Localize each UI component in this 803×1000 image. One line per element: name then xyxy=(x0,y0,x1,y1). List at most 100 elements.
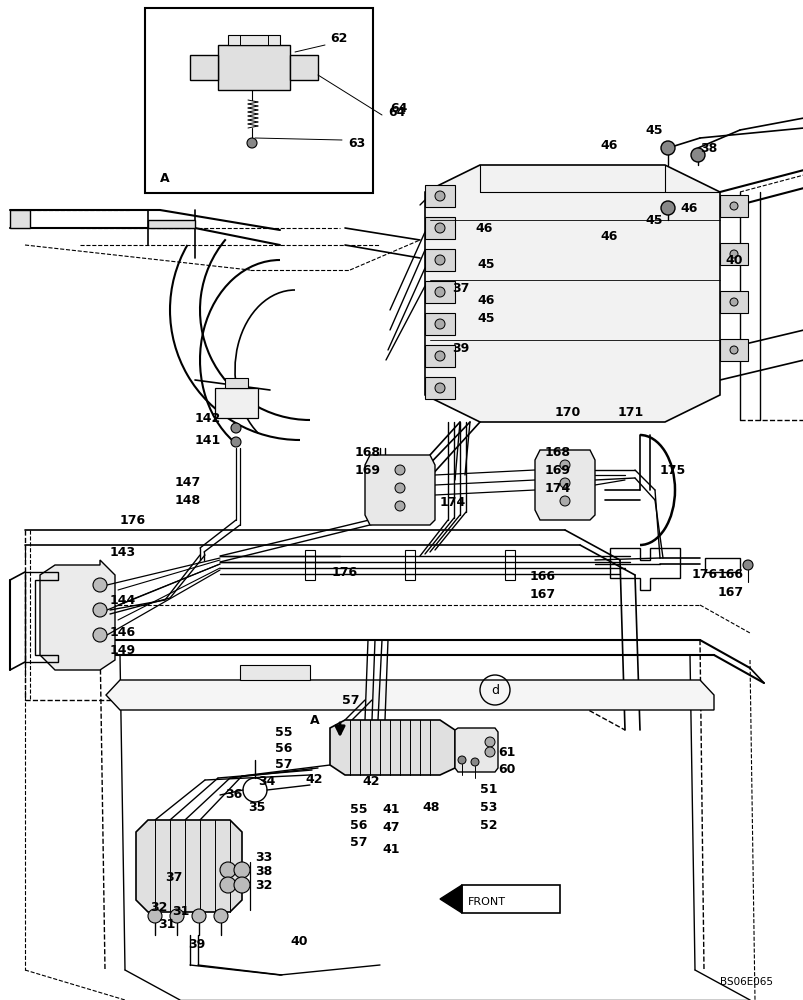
Polygon shape xyxy=(329,720,454,775)
Polygon shape xyxy=(719,339,747,361)
Text: 56: 56 xyxy=(349,819,367,832)
Polygon shape xyxy=(425,313,454,335)
Polygon shape xyxy=(425,281,454,303)
Circle shape xyxy=(434,383,444,393)
Text: 64: 64 xyxy=(389,102,407,115)
Polygon shape xyxy=(719,291,747,313)
Circle shape xyxy=(220,877,236,893)
Text: 53: 53 xyxy=(479,801,497,814)
Polygon shape xyxy=(439,885,462,913)
Text: 169: 169 xyxy=(355,464,381,477)
Circle shape xyxy=(93,603,107,617)
Circle shape xyxy=(484,737,495,747)
Text: 45: 45 xyxy=(644,124,662,137)
Circle shape xyxy=(434,287,444,297)
Circle shape xyxy=(434,319,444,329)
Text: 175: 175 xyxy=(659,464,686,477)
Text: 62: 62 xyxy=(329,32,347,45)
Circle shape xyxy=(434,191,444,201)
Polygon shape xyxy=(40,560,115,670)
Text: 46: 46 xyxy=(599,139,617,152)
Text: 61: 61 xyxy=(497,746,515,758)
Polygon shape xyxy=(719,195,747,217)
Text: 176: 176 xyxy=(120,514,146,526)
Text: d: d xyxy=(491,684,499,696)
Text: 63: 63 xyxy=(355,134,372,147)
Circle shape xyxy=(230,437,241,447)
Circle shape xyxy=(93,578,107,592)
Bar xyxy=(462,885,560,913)
Text: 144: 144 xyxy=(110,593,136,606)
Circle shape xyxy=(729,250,737,258)
Text: 42: 42 xyxy=(361,775,379,788)
Circle shape xyxy=(169,909,184,923)
Text: 55: 55 xyxy=(349,803,367,816)
Polygon shape xyxy=(425,249,454,271)
Polygon shape xyxy=(454,728,497,772)
Circle shape xyxy=(394,501,405,511)
Polygon shape xyxy=(214,388,258,418)
Circle shape xyxy=(484,747,495,757)
Polygon shape xyxy=(10,210,30,228)
Text: BS06E065: BS06E065 xyxy=(719,977,772,987)
Text: A: A xyxy=(160,172,169,185)
Circle shape xyxy=(560,460,569,470)
Text: 41: 41 xyxy=(381,803,399,816)
Text: 142: 142 xyxy=(195,412,221,424)
Text: 40: 40 xyxy=(724,253,742,266)
Text: FRONT: FRONT xyxy=(467,897,505,907)
Text: 57: 57 xyxy=(275,758,292,770)
Circle shape xyxy=(234,877,250,893)
Polygon shape xyxy=(290,55,318,80)
Text: 31: 31 xyxy=(172,905,190,918)
Text: 45: 45 xyxy=(644,214,662,227)
Polygon shape xyxy=(425,165,719,422)
Circle shape xyxy=(93,628,107,642)
Text: 169: 169 xyxy=(544,464,570,477)
Text: 176: 176 xyxy=(691,568,717,582)
Circle shape xyxy=(458,756,466,764)
Text: 170: 170 xyxy=(554,406,581,418)
Text: 168: 168 xyxy=(355,446,381,458)
Polygon shape xyxy=(136,820,242,912)
Text: 40: 40 xyxy=(290,935,307,948)
Circle shape xyxy=(729,202,737,210)
Polygon shape xyxy=(225,378,247,388)
Text: 48: 48 xyxy=(422,801,438,814)
Text: 141: 141 xyxy=(195,434,221,446)
Polygon shape xyxy=(534,450,594,520)
Text: 38: 38 xyxy=(255,865,272,878)
Text: 174: 174 xyxy=(544,482,571,494)
Text: 45: 45 xyxy=(476,312,494,324)
Text: 149: 149 xyxy=(110,644,136,656)
Text: 167: 167 xyxy=(717,586,744,599)
Polygon shape xyxy=(218,45,290,90)
Polygon shape xyxy=(228,35,279,45)
Text: 55: 55 xyxy=(275,726,292,738)
Text: 41: 41 xyxy=(381,843,399,856)
Circle shape xyxy=(394,465,405,475)
Text: 148: 148 xyxy=(175,493,201,506)
Text: 42: 42 xyxy=(304,773,322,786)
Text: 46: 46 xyxy=(476,294,494,306)
Text: 57: 57 xyxy=(349,836,367,849)
Circle shape xyxy=(394,483,405,493)
Polygon shape xyxy=(425,377,454,399)
Circle shape xyxy=(192,909,206,923)
Text: 57: 57 xyxy=(341,694,359,706)
Text: 38: 38 xyxy=(699,142,716,155)
Text: 32: 32 xyxy=(255,879,272,892)
Circle shape xyxy=(247,138,257,148)
Circle shape xyxy=(660,141,675,155)
Text: 47: 47 xyxy=(381,821,399,834)
Circle shape xyxy=(471,758,479,766)
Text: 52: 52 xyxy=(479,819,497,832)
Text: 174: 174 xyxy=(439,495,466,508)
Text: 64: 64 xyxy=(388,106,405,119)
Text: 35: 35 xyxy=(247,801,265,814)
Text: 166: 166 xyxy=(529,570,556,582)
Text: 60: 60 xyxy=(497,763,515,776)
Text: 46: 46 xyxy=(475,222,491,234)
Text: 166: 166 xyxy=(717,568,743,582)
Text: 167: 167 xyxy=(529,587,556,600)
